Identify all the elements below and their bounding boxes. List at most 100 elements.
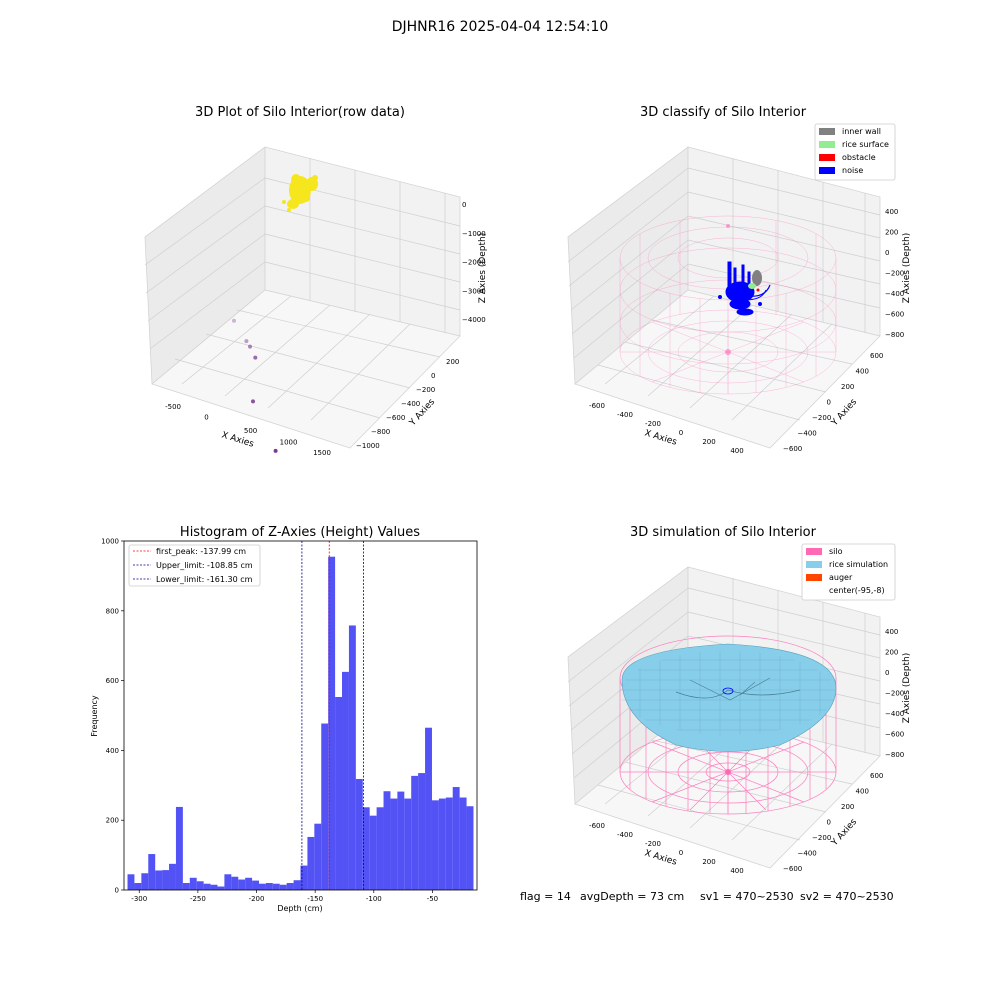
panel1-outliers bbox=[232, 318, 278, 453]
y-tick-label: 200 bbox=[841, 803, 854, 811]
z-tick-label: −600 bbox=[885, 730, 904, 738]
histogram-bar bbox=[224, 874, 232, 890]
panel2-title: 3D classify of Silo Interior bbox=[640, 105, 807, 120]
legend-noise: noise bbox=[842, 166, 863, 175]
y-tick-label: −400 bbox=[798, 429, 817, 437]
legend-first-peak: first_peak: -137.99 cm bbox=[156, 547, 246, 556]
x-tick-label: -200 bbox=[249, 895, 265, 903]
panel2-xlabel: X Axies bbox=[643, 428, 678, 447]
histogram-bar bbox=[445, 797, 453, 890]
histogram-xlabel: Depth (cm) bbox=[277, 904, 322, 913]
legend-silo: silo bbox=[829, 547, 843, 556]
x-tick-label: -100 bbox=[366, 895, 382, 903]
x-tick-label: 200 bbox=[702, 858, 715, 866]
histogram-bar bbox=[328, 556, 336, 890]
x-tick-label: 0 bbox=[679, 849, 683, 857]
z-tick-label: −600 bbox=[885, 310, 904, 318]
histogram-bar bbox=[258, 883, 266, 890]
z-tick-label: 200 bbox=[885, 648, 898, 656]
histogram-bar bbox=[238, 879, 246, 890]
y-tick-label: 0 bbox=[431, 372, 435, 380]
histogram-bar bbox=[210, 884, 218, 890]
panel4-ylabel: Y Axies bbox=[829, 817, 859, 849]
outlier-point bbox=[248, 344, 252, 349]
histogram-bar bbox=[404, 798, 412, 890]
x-tick-label: 500 bbox=[244, 427, 257, 435]
histogram-bar bbox=[411, 775, 419, 890]
histogram-bar bbox=[231, 876, 239, 890]
panel1-3d-box bbox=[144, 146, 461, 449]
histogram-bar bbox=[376, 807, 384, 890]
panel4-rice-surface bbox=[620, 643, 837, 752]
histogram-bar bbox=[362, 807, 370, 890]
footer-sv2: sv2 = 470~2530 bbox=[800, 890, 894, 903]
y-tick-label: 400 bbox=[106, 747, 119, 755]
y-tick-label: 0 bbox=[827, 819, 831, 827]
histogram-bar bbox=[397, 791, 405, 890]
histogram-bar bbox=[127, 874, 135, 890]
x-tick-label: -50 bbox=[427, 895, 438, 903]
z-tick-label: 200 bbox=[885, 228, 898, 236]
outlier-point bbox=[251, 399, 255, 404]
panel4-title: 3D simulation of Silo Interior bbox=[630, 525, 817, 540]
z-tick-label: −3000 bbox=[462, 287, 486, 295]
panel-histogram: Histogram of Z-Axies (Height) Values -30… bbox=[90, 525, 478, 913]
y-tick-label: 800 bbox=[106, 607, 119, 615]
histogram-bar bbox=[203, 883, 211, 890]
histogram-bar bbox=[217, 886, 225, 890]
histogram-ylabel: Frequency bbox=[90, 695, 99, 737]
histogram-bar bbox=[466, 806, 474, 890]
y-tick-label: −1000 bbox=[356, 442, 380, 450]
figure-suptitle: DJHNR16 2025-04-04 12:54:10 bbox=[392, 19, 609, 35]
z-tick-label: −2000 bbox=[462, 259, 486, 267]
panel2-noise-cluster bbox=[718, 261, 771, 316]
histogram-bar bbox=[342, 671, 349, 891]
z-tick-label: 0 bbox=[885, 249, 889, 257]
footer-avg-depth: avgDepth = 73 cm bbox=[580, 890, 684, 903]
x-tick-label: -600 bbox=[589, 822, 605, 830]
x-tick-label: 1000 bbox=[280, 439, 298, 447]
z-tick-label: 400 bbox=[885, 628, 898, 636]
z-tick-label: −400 bbox=[885, 710, 904, 718]
panel4-x-ticks: -600 -400 -200 0 200 400 bbox=[589, 822, 744, 875]
histogram-bar bbox=[141, 873, 149, 890]
z-tick-label: −4000 bbox=[462, 316, 486, 324]
histogram-bar bbox=[169, 863, 176, 890]
histogram-bar bbox=[425, 727, 432, 890]
outlier-point bbox=[232, 318, 236, 323]
y-tick-label: −600 bbox=[783, 445, 802, 453]
x-tick-label: -250 bbox=[190, 895, 206, 903]
panel2-z-ticks: 400 200 0 −200 −400 −600 −800 bbox=[885, 208, 904, 339]
x-tick-label: -200 bbox=[645, 420, 661, 428]
histogram-bar bbox=[369, 815, 377, 890]
legend-rice-simulation: rice simulation bbox=[829, 560, 888, 569]
histogram-bar bbox=[148, 854, 156, 890]
panel1-zlabel: Z Axies (Depth) bbox=[478, 233, 488, 304]
panel2-3d-box bbox=[567, 146, 881, 449]
histogram-bar bbox=[162, 870, 170, 890]
panel1-y-ticks: 200 0 −200 −400 −600 −800 −1000 bbox=[356, 358, 459, 450]
panel4-z-ticks: 400 200 0 −200 −400 −600 −800 bbox=[885, 628, 904, 759]
panel-classify: 3D classify of Silo Interior bbox=[567, 105, 912, 455]
x-tick-label: -150 bbox=[307, 895, 323, 903]
x-tick-label: 400 bbox=[730, 867, 743, 875]
x-tick-label: -400 bbox=[617, 411, 633, 419]
legend-auger: auger bbox=[829, 573, 853, 582]
histogram-bar bbox=[335, 697, 343, 890]
z-tick-label: −800 bbox=[885, 331, 904, 339]
y-tick-label: 200 bbox=[446, 358, 459, 366]
x-tick-label: -600 bbox=[589, 402, 605, 410]
panel3-title: Histogram of Z-Axies (Height) Values bbox=[180, 525, 420, 540]
legend-obstacle: obstacle bbox=[842, 153, 876, 162]
histogram-bar bbox=[286, 883, 294, 890]
histogram-bar bbox=[189, 877, 197, 890]
histogram-bar bbox=[196, 881, 204, 890]
legend-inner-wall: inner wall bbox=[842, 127, 881, 136]
panel2-zlabel: Z Axies (Depth) bbox=[902, 233, 912, 304]
histogram-legend: first_peak: -137.99 cm Upper_limit: -108… bbox=[128, 544, 261, 587]
y-tick-label: 200 bbox=[841, 383, 854, 391]
histogram-bar bbox=[431, 800, 439, 890]
z-tick-label: −1000 bbox=[462, 230, 486, 238]
